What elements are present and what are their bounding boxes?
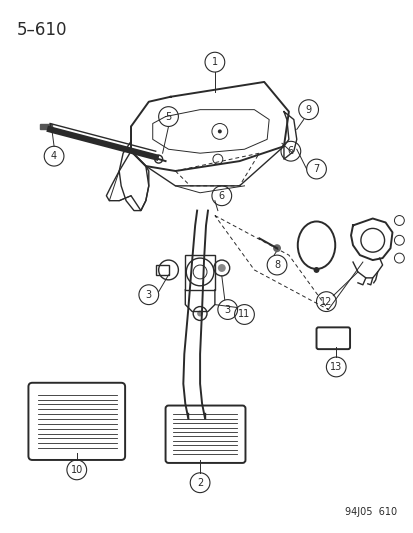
Text: 6: 6 <box>287 146 293 156</box>
Text: 9: 9 <box>305 104 311 115</box>
Bar <box>185 255 214 290</box>
Circle shape <box>273 244 280 252</box>
Circle shape <box>217 130 221 133</box>
Circle shape <box>217 264 225 272</box>
Text: 6: 6 <box>218 191 224 201</box>
Text: 13: 13 <box>329 362 342 372</box>
Text: 8: 8 <box>273 260 280 270</box>
Circle shape <box>313 267 319 273</box>
Text: 2: 2 <box>197 478 203 488</box>
Text: 3: 3 <box>145 290 152 300</box>
Circle shape <box>197 311 202 317</box>
Text: 5–610: 5–610 <box>17 21 67 38</box>
Text: 11: 11 <box>238 310 250 319</box>
Text: 94J05  610: 94J05 610 <box>344 507 396 518</box>
Bar <box>40 124 52 130</box>
Text: 5: 5 <box>165 111 171 122</box>
Text: 3: 3 <box>224 304 230 314</box>
Text: 7: 7 <box>313 164 319 174</box>
Text: 4: 4 <box>51 151 57 161</box>
Text: 1: 1 <box>211 57 217 67</box>
Text: 10: 10 <box>71 465 83 475</box>
Bar <box>155 265 168 275</box>
Text: 12: 12 <box>319 297 332 306</box>
